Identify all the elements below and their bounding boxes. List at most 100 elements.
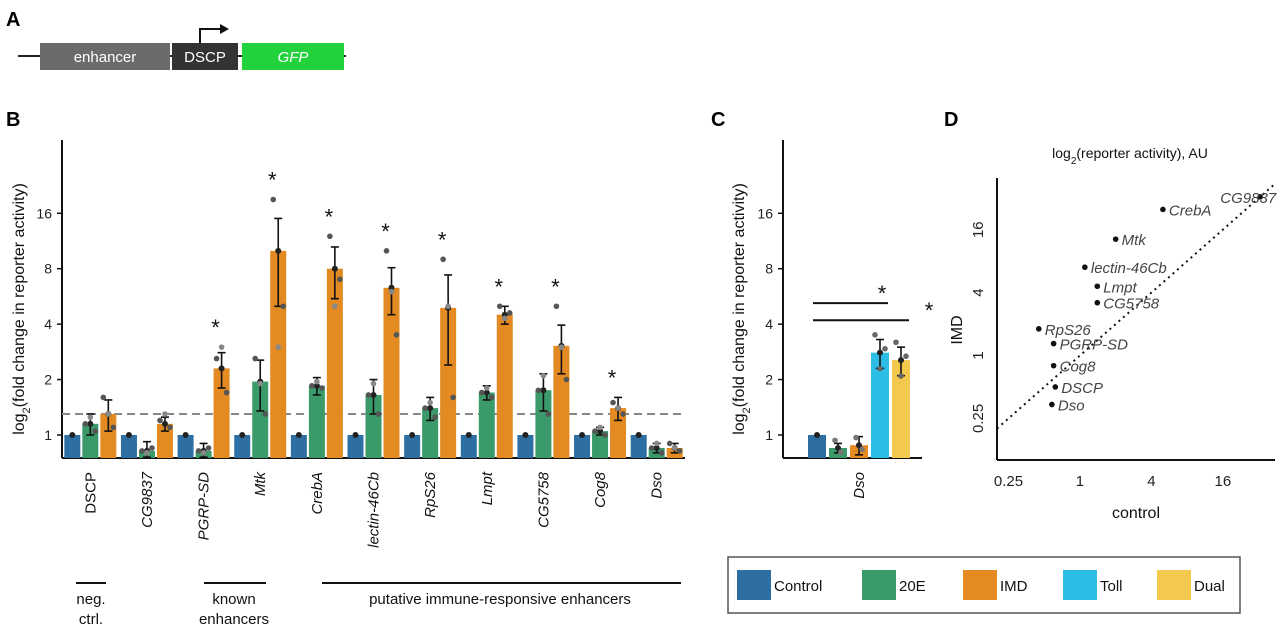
replicate-point xyxy=(110,424,117,431)
replicate-point xyxy=(370,380,377,387)
replicate-point xyxy=(478,389,485,396)
replicate-point xyxy=(393,332,400,338)
group-annotations: neg. ctrl. known enhancers putative immu… xyxy=(76,582,681,628)
mean-point xyxy=(370,391,377,398)
mean-point xyxy=(275,247,282,254)
point-label-dscp: DSCP xyxy=(1061,380,1103,397)
bar-dso-dual xyxy=(892,360,910,458)
significance-star-rps26: * xyxy=(438,227,447,252)
y-tick-label: 1 xyxy=(765,427,773,443)
promoter-label: DSCP xyxy=(184,49,226,66)
replicate-point xyxy=(653,440,660,447)
point-dscp xyxy=(1052,384,1059,390)
legend-swatch-dual xyxy=(1157,570,1191,600)
mean-point xyxy=(182,431,189,438)
replicate-point xyxy=(205,445,212,451)
replicate-point xyxy=(375,411,382,417)
point-rps26 xyxy=(1035,326,1042,332)
replicate-point xyxy=(445,303,451,310)
mean-point xyxy=(877,349,883,356)
category-label-cog8: Cog8 xyxy=(592,471,609,508)
mean-point xyxy=(427,405,434,412)
replicate-point xyxy=(82,421,89,427)
legend-swatch-20e xyxy=(862,570,896,600)
group-label-known-line2: enhancers xyxy=(199,611,269,628)
point-creba xyxy=(1160,206,1166,213)
significance-star-pgrp-sd: * xyxy=(211,315,220,340)
reporter-label: GFP xyxy=(278,49,309,66)
bar-cg5758-control xyxy=(517,434,534,458)
replicate-point xyxy=(450,394,456,401)
point-label-cg9837: CG9837 xyxy=(1220,190,1277,207)
replicate-point xyxy=(252,355,259,362)
bar-dscp-control xyxy=(64,434,81,458)
replicate-point xyxy=(488,394,495,401)
replicate-point xyxy=(592,428,598,434)
mean-point xyxy=(635,431,642,438)
x-tick-label: 4 xyxy=(1147,473,1155,490)
replicate-point xyxy=(496,303,503,310)
category-label-dso: Dso xyxy=(649,472,666,499)
replicate-point xyxy=(602,432,608,438)
replicate-point xyxy=(144,450,150,456)
point-label-creba: CrebA xyxy=(1169,202,1212,219)
bar-rps26-control xyxy=(404,434,421,458)
mean-point xyxy=(835,444,841,451)
point-label-lectin-46cb: lectin-46Cb xyxy=(1091,260,1167,277)
replicate-point xyxy=(666,440,673,447)
mean-point xyxy=(409,431,416,438)
replicate-point xyxy=(388,288,395,295)
replicate-point xyxy=(432,414,438,420)
x-tick-label: 1 xyxy=(1076,473,1084,490)
bar-lectin-46cb-control xyxy=(347,434,364,458)
point-label-lmpt: Lmpt xyxy=(1103,279,1137,296)
y-axis-label: log2(fold change in reporter activity) xyxy=(11,183,33,435)
y-tick-label: 4 xyxy=(44,316,52,332)
replicate-point xyxy=(275,344,282,350)
mean-point xyxy=(313,382,320,389)
point-lmpt xyxy=(1094,283,1101,290)
x-axis-label: control xyxy=(1112,505,1160,522)
replicate-point xyxy=(280,303,287,310)
point-mtk xyxy=(1112,236,1119,242)
y-tick-label: 4 xyxy=(765,316,773,332)
replicate-point xyxy=(262,411,269,417)
replicate-point xyxy=(898,373,904,379)
legend-label-20e: 20E xyxy=(899,578,926,595)
mean-point xyxy=(540,387,547,394)
bar-dso-toll xyxy=(871,352,889,458)
bar-pgrp-sd-control xyxy=(177,434,194,458)
bar-lmpt-imd xyxy=(496,314,513,458)
mean-point xyxy=(522,431,529,438)
point-label-mtk: Mtk xyxy=(1122,232,1148,249)
bar-rps26-imd xyxy=(440,307,457,458)
replicate-point xyxy=(157,417,163,424)
mean-point xyxy=(161,420,168,427)
replicate-point xyxy=(615,405,621,411)
category-label-dscp: DSCP xyxy=(82,472,99,514)
panel-letter-a: A xyxy=(6,9,20,31)
category-label-mtk: Mtk xyxy=(252,471,269,497)
replicate-point xyxy=(676,448,683,454)
significance-star-lmpt: * xyxy=(494,274,503,299)
replicate-point xyxy=(105,411,112,417)
bar-dso-control xyxy=(630,434,647,458)
group-label-known-line1: known xyxy=(212,591,255,608)
replicate-point xyxy=(648,445,655,451)
replicate-point xyxy=(87,414,94,420)
legend-label-imd: IMD xyxy=(1000,578,1028,595)
significance-star-lectin-46cb: * xyxy=(381,219,390,244)
significance-star-creba: * xyxy=(325,204,334,229)
replicate-point xyxy=(903,353,909,360)
category-label-dso: Dso xyxy=(851,472,868,499)
promoter-box xyxy=(172,43,238,70)
y-tick-label: 4 xyxy=(970,288,987,296)
replicate-point xyxy=(200,450,207,456)
replicate-point xyxy=(872,332,878,338)
replicate-point xyxy=(610,399,616,406)
significance-star-mtk: * xyxy=(268,168,277,193)
panel-letter-d: D xyxy=(944,109,958,131)
replicate-point xyxy=(558,344,565,350)
group-label-neg-ctrl-line1: neg. xyxy=(76,591,105,608)
